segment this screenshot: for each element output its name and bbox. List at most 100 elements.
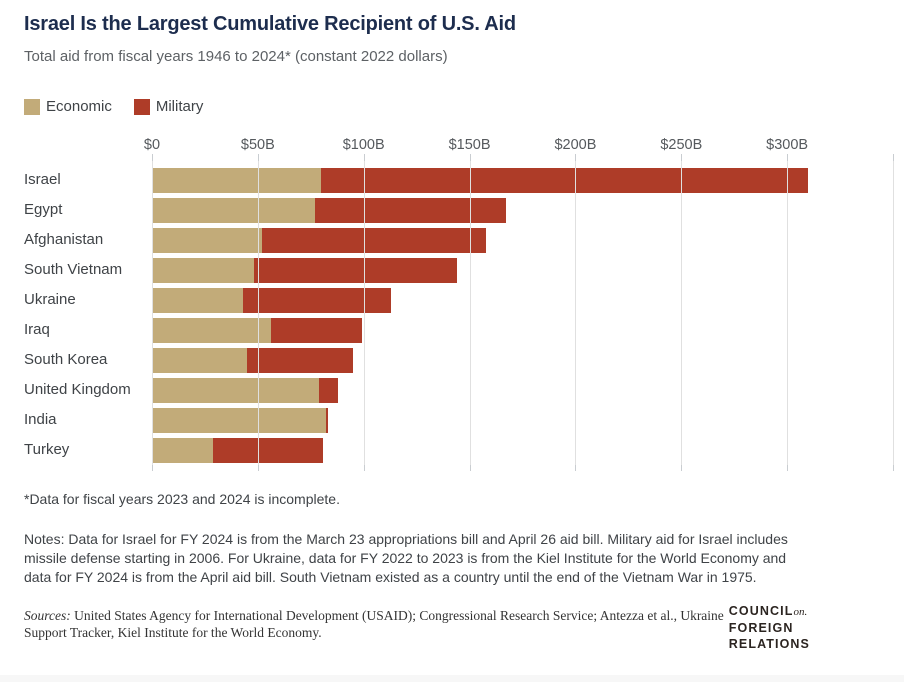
bar-segment-military — [247, 347, 354, 373]
bar-segment-economic — [152, 317, 271, 343]
bar-row-iraq — [152, 315, 893, 345]
bar-segment-economic — [152, 437, 214, 463]
row-label-india: India — [24, 411, 57, 428]
bar-segment-economic — [152, 377, 320, 403]
bar-row-turkey — [152, 435, 893, 465]
page-bottom-edge — [0, 675, 904, 682]
stacked-bar — [152, 167, 893, 193]
stacked-bar-chart: $0 $50B $100B $150B $200B $250B $300B Israel Eg… — [24, 133, 904, 471]
row-label-south-korea: South Korea — [24, 351, 108, 368]
axis-tick-mark — [257, 154, 259, 161]
gridline — [257, 161, 259, 465]
chart-subtitle: Total aid from fiscal years 1946 to 2024… — [24, 48, 448, 65]
bar-row-south-korea — [152, 345, 893, 375]
bar-segment-military — [319, 377, 339, 403]
gridline — [681, 161, 683, 465]
x-axis-tick-label: $250B — [660, 137, 703, 153]
row-label-egypt: Egypt — [24, 201, 63, 218]
axis-tick-mark — [575, 465, 577, 471]
legend-swatch-economic — [24, 98, 40, 115]
bar-row-united-kingdom — [152, 375, 893, 405]
row-label-turkey: Turkey — [24, 441, 70, 458]
gridline — [575, 161, 577, 465]
logo-line-1: COUNCILon. — [728, 604, 808, 618]
bar-segment-economic — [152, 167, 322, 193]
row-label-israel: Israel — [24, 171, 61, 188]
row-label-south-vietnam: South Vietnam — [24, 261, 123, 278]
x-axis-tick-label: $0 — [143, 137, 161, 153]
axis-tick-mark — [469, 465, 471, 471]
bar-row-afghanistan — [152, 225, 893, 255]
stacked-bar — [152, 407, 893, 433]
axis-tick-mark — [575, 154, 577, 161]
axis-tick-mark — [152, 154, 153, 161]
bars-container — [152, 161, 893, 465]
bar-segment-military — [321, 167, 809, 193]
stacked-bar — [152, 317, 893, 343]
bar-row-india — [152, 405, 893, 435]
stacked-bar — [152, 227, 893, 253]
bar-row-egypt — [152, 195, 893, 225]
axis-tick-mark — [681, 154, 683, 161]
bar-row-south-vietnam — [152, 255, 893, 285]
x-axis-tick-label: $100B — [342, 137, 385, 153]
bar-segment-economic — [152, 257, 254, 283]
x-axis-tick-label: $50B — [240, 137, 275, 153]
stacked-bar — [152, 347, 893, 373]
footnote: *Data for fiscal years 2023 and 2024 is … — [24, 491, 340, 507]
bar-segment-military — [325, 407, 328, 433]
bar-segment-economic — [152, 227, 263, 253]
axis-tick-mark — [363, 154, 365, 161]
plot-area — [152, 154, 894, 471]
x-axis-tick-label: $150B — [448, 137, 491, 153]
bar-row-israel — [152, 165, 893, 195]
gridline — [363, 161, 365, 465]
gridline — [893, 161, 894, 465]
bar-segment-military — [253, 257, 457, 283]
logo-line-3: RELATIONS — [728, 637, 810, 651]
bar-row-ukraine — [152, 285, 893, 315]
stacked-bar — [152, 257, 893, 283]
bar-segment-military — [262, 227, 487, 253]
axis-tick-mark — [257, 465, 259, 471]
logo-on-word: on. — [793, 606, 808, 618]
axis-tick-mark — [893, 154, 894, 161]
legend-swatch-military — [133, 98, 150, 115]
logo-line-2: FOREIGN — [728, 621, 794, 635]
x-axis-tick-label: $300B — [766, 137, 809, 153]
y-axis-labels: Israel Egypt Afghanistan South Vietnam Ukrai… — [24, 161, 152, 465]
bar-segment-military — [270, 317, 362, 343]
legend-label: Economic — [46, 98, 112, 115]
bar-segment-economic — [152, 407, 326, 433]
bar-segment-military — [315, 197, 506, 223]
stacked-bar — [152, 197, 893, 223]
chart-title: Israel Is the Largest Cumulative Recipie… — [24, 13, 516, 35]
axis-tick-mark — [787, 154, 789, 161]
x-axis-tick-label: $200B — [554, 137, 597, 153]
gridline — [469, 161, 471, 465]
footer: Sources: United States Agency for Intern… — [24, 604, 810, 652]
sources-text: United States Agency for International D… — [24, 608, 724, 640]
bar-segment-economic — [152, 347, 248, 373]
axis-tick-mark — [893, 465, 894, 471]
gridline — [152, 161, 153, 465]
legend-item-economic: Economic — [24, 98, 112, 115]
chart-legend: Economic Military — [24, 98, 904, 115]
gridline — [787, 161, 789, 465]
bar-segment-military — [243, 287, 392, 313]
axis-tick-mark — [681, 465, 683, 471]
bar-segment-economic — [152, 287, 244, 313]
axis-tick-mark — [152, 465, 153, 471]
stacked-bar — [152, 287, 893, 313]
axis-tick-mark — [469, 154, 471, 161]
sources: Sources: United States Agency for Intern… — [24, 607, 724, 641]
notes: Notes: Data for Israel for FY 2024 is fr… — [24, 531, 788, 585]
legend-label: Military — [155, 98, 204, 115]
stacked-bar — [152, 437, 893, 463]
row-label-ukraine: Ukraine — [24, 291, 76, 308]
cfr-logo: COUNCILon. FOREIGN RELATIONS — [729, 603, 810, 652]
row-label-afghanistan: Afghanistan — [24, 231, 104, 248]
axis-tick-mark — [363, 465, 365, 471]
sources-label: Sources: — [24, 608, 71, 623]
